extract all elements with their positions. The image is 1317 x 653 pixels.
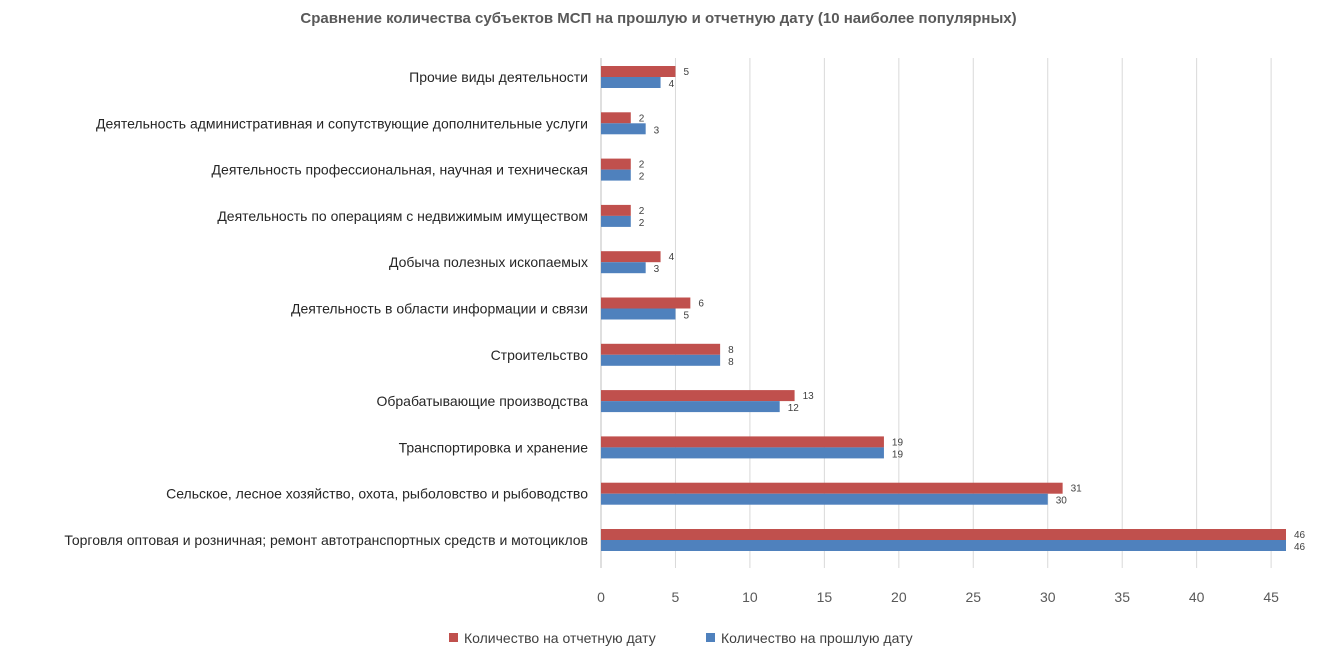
data-label-previous: 19 [892,449,904,460]
x-tick-label: 15 [817,589,833,605]
category-label: Торговля оптовая и розничная; ремонт авт… [64,532,588,548]
data-label-previous: 30 [1056,496,1068,507]
bar-previous-date [601,262,646,274]
x-tick-label: 20 [891,589,907,605]
data-label-previous: 2 [639,218,645,229]
data-label-reporting: 4 [669,252,675,263]
bar-reporting-date [601,251,661,263]
data-label-previous: 8 [728,357,734,368]
legend-swatch [449,633,458,642]
bars [601,66,1286,551]
bar-previous-date [601,447,884,459]
data-label-reporting: 2 [639,160,645,171]
category-label: Обрабатывающие производства [376,393,588,409]
data-label-reporting: 8 [728,345,734,356]
bar-reporting-date [601,390,795,402]
bar-reporting-date [601,343,721,355]
data-label-reporting: 19 [892,437,904,448]
bar-reporting-date [601,436,884,448]
data-label-previous: 12 [788,403,800,414]
bar-previous-date [601,493,1048,505]
x-tick-label: 45 [1263,589,1279,605]
bar-previous-date [601,169,631,181]
legend: Количество на отчетную дату Количество на… [449,630,913,646]
bar-reporting-date [601,112,631,124]
data-label-reporting: 2 [639,206,645,217]
bar-previous-date [601,308,676,320]
bar-previous-date [601,401,780,413]
bar-previous-date [601,123,646,135]
bar-previous-date [601,77,661,88]
x-tick-label: 40 [1189,589,1205,605]
x-tick-label: 5 [672,589,680,605]
data-label-reporting: 6 [698,299,704,310]
data-label-reporting: 2 [639,113,645,124]
bar-previous-date [601,215,631,227]
x-tick-label: 35 [1114,589,1130,605]
x-tick-label: 25 [965,589,981,605]
data-label-reporting: 13 [803,391,815,402]
bar-reporting-date [601,482,1063,494]
bar-previous-date [601,540,1286,551]
data-label-reporting: 31 [1071,484,1083,495]
legend-item-reporting: Количество на отчетную дату [464,630,656,646]
data-label-previous: 2 [639,172,645,183]
chart-title: Сравнение количества субъектов МСП на пр… [300,10,1017,27]
x-tick-label: 30 [1040,589,1056,605]
bar-reporting-date [601,158,631,170]
data-label-previous: 5 [683,311,689,322]
data-label-reporting: 46 [1294,530,1306,541]
data-label-previous: 4 [669,79,675,90]
category-label: Деятельность в области информации и связ… [291,301,588,317]
bar-reporting-date [601,66,676,77]
data-label-previous: 46 [1294,542,1306,553]
legend-item-previous: Количество на прошлую дату [721,630,913,646]
data-label-previous: 3 [654,125,660,136]
category-label: Строительство [491,347,589,363]
data-label-previous: 3 [654,264,660,275]
category-label: Прочие виды деятельности [409,69,588,85]
bar-reporting-date [601,204,631,216]
legend-swatch [706,633,715,642]
category-label: Транспортировка и хранение [399,439,589,455]
x-tick-label: 10 [742,589,758,605]
bar-reporting-date [601,297,691,309]
category-label: Добыча полезных ископаемых [389,254,588,270]
category-label: Деятельность профессиональная, научная и… [212,162,588,178]
bar-reporting-date [601,529,1286,540]
data-label-reporting: 5 [683,67,689,78]
category-label: Деятельность по операциям с недвижимым и… [217,208,588,224]
category-label: Сельское, лесное хозяйство, охота, рыбол… [166,486,588,502]
bar-previous-date [601,354,721,366]
x-tick-label: 0 [597,589,605,605]
category-label: Деятельность административная и сопутств… [96,115,588,131]
